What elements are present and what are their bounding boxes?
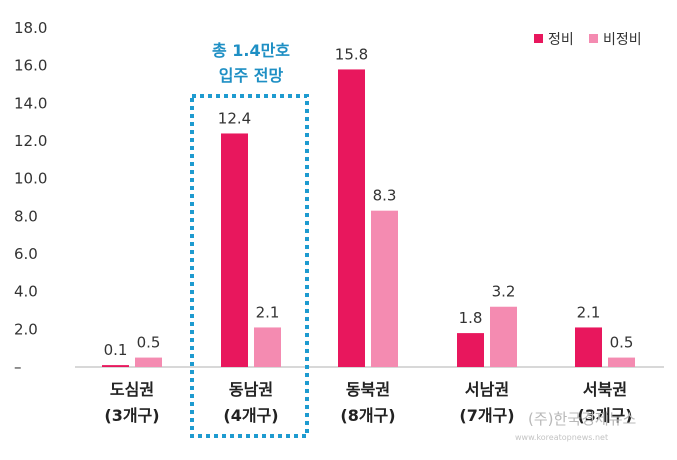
y-tick-label: 6.0 bbox=[14, 245, 38, 263]
data-label-비정비-도심권: 0.5 bbox=[137, 334, 161, 352]
bar-비정비-동북권 bbox=[371, 210, 398, 367]
watermark-url: www.koreatopnews.net bbox=[515, 433, 608, 442]
annotation-line1: 총 1.4만호 bbox=[212, 41, 290, 60]
x-category-label: 동남권 bbox=[229, 380, 273, 399]
x-axis-labels: 도심권 (3개구) 동남권 (4개구) 동북권 (8개구) 서남권 (7개구) 서북권 (3개구) bbox=[104, 380, 632, 425]
y-tick-label: 4.0 bbox=[14, 283, 38, 301]
data-label-정비-서북권: 2.1 bbox=[577, 303, 601, 321]
highlight-box bbox=[190, 94, 309, 438]
data-label-비정비-서북권: 0.5 bbox=[610, 334, 634, 352]
x-category-label: 서북권 bbox=[583, 380, 627, 399]
y-tick-label: 16.0 bbox=[14, 57, 47, 75]
bar-비정비-도심권 bbox=[135, 357, 162, 367]
bars-group: 0.1 0.5 12.4 2.1 15.8 8.3 1.8 3.2 2.1 0.5 bbox=[102, 45, 635, 367]
x-category-sublabel: (3개구) bbox=[104, 406, 159, 425]
y-tick-label: 18.0 bbox=[14, 19, 47, 37]
bar-비정비-동남권 bbox=[254, 327, 281, 367]
data-label-비정비-서남권: 3.2 bbox=[492, 283, 516, 301]
x-category-sublabel: (8개구) bbox=[340, 406, 395, 425]
y-tick-label: 2.0 bbox=[14, 320, 38, 338]
bar-정비-서북권 bbox=[575, 327, 602, 367]
y-tick-label: 10.0 bbox=[14, 170, 47, 188]
data-label-정비-도심권: 0.1 bbox=[104, 341, 128, 359]
legend: 정비 비정비 bbox=[534, 32, 642, 48]
bar-비정비-서남권 bbox=[490, 306, 517, 367]
y-tick-label: 12.0 bbox=[14, 132, 47, 150]
x-category-sublabel: (4개구) bbox=[223, 406, 278, 425]
data-label-정비-동남권: 12.4 bbox=[218, 109, 251, 127]
legend-label-정비: 정비 bbox=[548, 32, 574, 48]
data-label-정비-서남권: 1.8 bbox=[459, 309, 483, 327]
annotation-line2: 입주 전망 bbox=[219, 66, 284, 85]
y-tick-label: 8.0 bbox=[14, 207, 38, 225]
y-tick-label: 14.0 bbox=[14, 94, 47, 112]
legend-swatch-정비 bbox=[534, 34, 543, 43]
y-tick-label: – bbox=[14, 358, 22, 376]
y-axis: – 2.0 4.0 6.0 8.0 10.0 12.0 14.0 16.0 18.0 bbox=[14, 19, 47, 376]
x-category-label: 동북권 bbox=[346, 380, 390, 399]
bar-정비-동남권 bbox=[221, 133, 248, 367]
bar-정비-도심권 bbox=[102, 365, 129, 367]
x-category-sublabel: (3개구) bbox=[577, 406, 632, 425]
bar-정비-서남권 bbox=[457, 333, 484, 367]
x-category-sublabel: (7개구) bbox=[459, 406, 514, 425]
x-category-label: 도심권 bbox=[110, 380, 154, 399]
x-category-label: 서남권 bbox=[465, 380, 509, 399]
data-label-비정비-동북권: 8.3 bbox=[373, 187, 397, 205]
watermark-text: (주)한국경제뉴스 bbox=[528, 410, 637, 428]
legend-label-비정비: 비정비 bbox=[603, 32, 642, 48]
legend-swatch-비정비 bbox=[589, 34, 598, 43]
bar-정비-동북권 bbox=[338, 69, 365, 367]
bar-비정비-서북권 bbox=[608, 357, 635, 367]
data-label-정비-동북권: 15.8 bbox=[335, 45, 368, 63]
data-label-비정비-동남권: 2.1 bbox=[256, 303, 280, 321]
